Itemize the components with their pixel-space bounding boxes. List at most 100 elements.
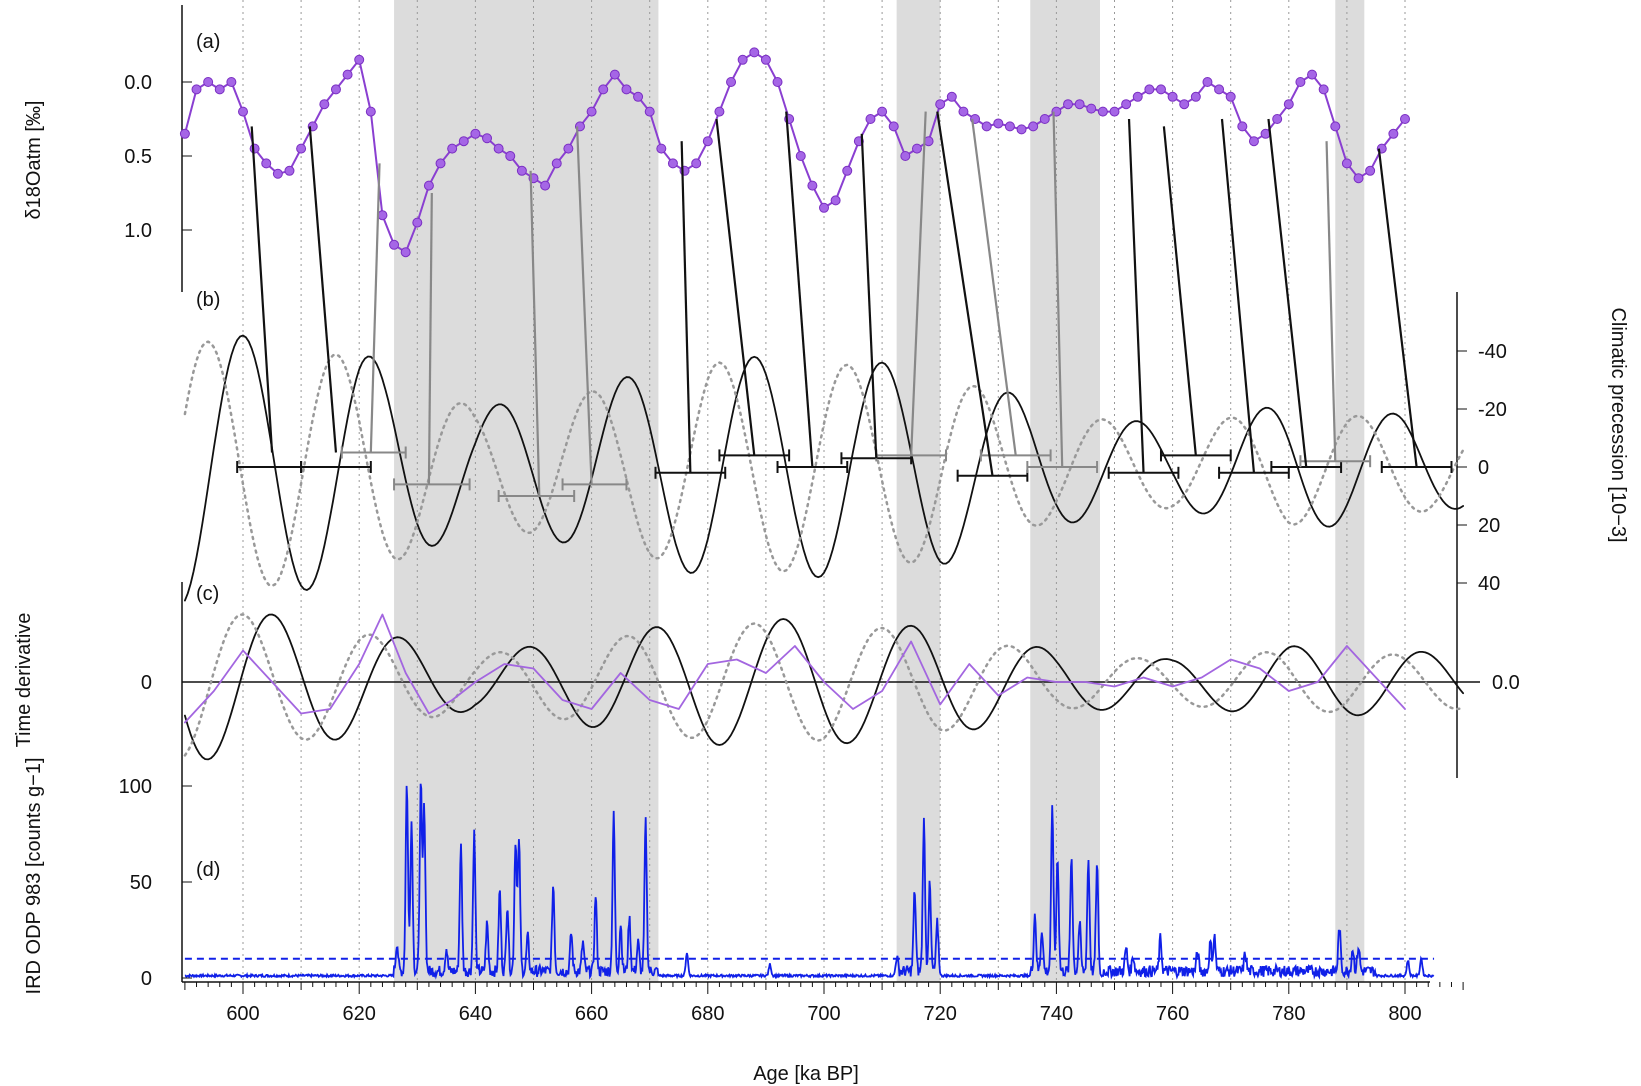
delta18o-point xyxy=(493,143,504,154)
tie-line xyxy=(250,126,274,453)
delta18o-point xyxy=(1225,91,1236,102)
panel-a-y-ticks: 0.0 0.5 1.0 xyxy=(124,72,192,242)
delta18o-point xyxy=(400,247,411,258)
delta18o-point xyxy=(1202,77,1213,87)
tie-line xyxy=(1220,118,1256,473)
tie-line xyxy=(575,126,593,485)
delta18o-point xyxy=(1318,84,1329,95)
shaded-band-0 xyxy=(394,0,659,982)
x-tick-label: 700 xyxy=(807,1003,840,1025)
delta18o-point xyxy=(760,54,771,65)
x-axis-label: Age [ka BP] xyxy=(753,1063,859,1085)
tie-line xyxy=(1267,118,1308,468)
x-tick-label: 780 xyxy=(1272,1003,1305,1025)
delta18o-point xyxy=(330,84,341,95)
delta18o-point xyxy=(389,239,400,250)
delta18o-point xyxy=(1121,99,1132,110)
ird-series xyxy=(184,783,1435,980)
delta18o-point xyxy=(981,121,992,132)
d-tick-label: 50 xyxy=(130,872,152,894)
delta18o-point xyxy=(1365,165,1376,176)
d-tick-label: 0 xyxy=(141,968,152,990)
delta18o-point xyxy=(830,195,841,206)
delta18o-point xyxy=(563,143,574,154)
delta18o-point xyxy=(412,217,423,228)
panel-c-y-tick-0: 0 xyxy=(141,672,152,694)
tie-line xyxy=(529,170,541,497)
delta18o-point xyxy=(656,143,667,154)
delta18o-point xyxy=(1132,91,1143,102)
delta18o-point xyxy=(1086,103,1097,114)
tie-line xyxy=(1127,118,1145,473)
tie-line xyxy=(427,192,433,485)
delta18o-point xyxy=(482,133,493,144)
panel-b-error-bars xyxy=(236,446,1453,502)
delta18o-point xyxy=(1004,121,1015,132)
tie-line xyxy=(1052,111,1064,468)
panel-d-y-ticks: 0 50 100 xyxy=(119,776,192,990)
delta18o-point xyxy=(540,180,551,191)
delta18o-point xyxy=(435,158,446,169)
delta18o-line xyxy=(183,51,1406,254)
tie-line xyxy=(308,126,338,453)
derivative-series-1 xyxy=(183,613,1465,757)
delta18o-point xyxy=(261,158,272,169)
panel-b-label: (b) xyxy=(196,289,220,311)
x-axis-ticks: 600 620 640 660 680 700 720 740 760 780 800 xyxy=(184,982,1464,1025)
delta18o-point xyxy=(226,77,237,87)
delta18o-point xyxy=(1237,121,1248,132)
delta18o-point xyxy=(1063,99,1074,110)
delta18o-point xyxy=(516,165,527,176)
delta18o-point xyxy=(458,136,469,147)
x-tick-label: 660 xyxy=(575,1003,608,1025)
delta18o-point xyxy=(819,202,829,213)
delta18o-point xyxy=(633,91,644,102)
delta18o-point xyxy=(737,54,748,65)
tie-line xyxy=(1325,141,1337,462)
x-tick-label: 640 xyxy=(459,1003,492,1025)
delta18o-point xyxy=(726,77,737,87)
panel-d-label: (d) xyxy=(196,859,220,881)
panel-c-label: (c) xyxy=(196,583,219,605)
x-tick-label: 800 xyxy=(1388,1003,1421,1025)
b-tick-label: -20 xyxy=(1478,399,1507,421)
delta18o-point xyxy=(598,84,609,95)
panel-b-y-ticks: -40 -20 0 20 40 xyxy=(1457,341,1507,595)
delta18o-point xyxy=(423,180,434,191)
delta18o-point xyxy=(772,77,783,87)
delta18o-point xyxy=(1214,84,1225,95)
delta18o-point xyxy=(249,143,260,154)
delta18o-point xyxy=(807,180,818,191)
panel-c-ylabel: Time derivative xyxy=(13,613,35,748)
delta18o-point xyxy=(667,158,678,169)
tie-line xyxy=(936,111,994,476)
delta18o-point xyxy=(203,77,214,87)
b-tick-label: 0 xyxy=(1478,457,1489,479)
b-tick-label: -40 xyxy=(1478,341,1507,363)
panel-b-ylabel: Climatic precession [10−3] xyxy=(1607,307,1629,542)
tie-line xyxy=(715,118,756,456)
delta18o-point xyxy=(1074,99,1085,110)
tie-line xyxy=(971,118,1017,456)
a-tick-label: 1.0 xyxy=(124,220,152,242)
delta18o-point xyxy=(1400,114,1410,124)
delta18o-point xyxy=(1167,91,1178,102)
panel-c-series xyxy=(183,613,1465,761)
x-tick-label: 720 xyxy=(924,1003,957,1025)
tie-line xyxy=(1162,126,1197,456)
delta18o-point xyxy=(1307,69,1318,80)
delta18o-point xyxy=(551,158,562,169)
delta18o-point xyxy=(609,69,620,80)
delta18o-point xyxy=(377,210,388,221)
delta18o-point xyxy=(179,128,190,139)
delta18o-point xyxy=(644,106,655,117)
delta18o-point xyxy=(342,69,353,80)
tie-line xyxy=(369,163,381,453)
x-tick-label: 620 xyxy=(343,1003,376,1025)
delta18o-point xyxy=(1179,99,1190,110)
delta18o-point xyxy=(900,151,911,161)
delta18o-point xyxy=(1388,128,1399,139)
delta18o-point xyxy=(586,106,597,117)
shaded-band-3 xyxy=(1335,0,1365,982)
